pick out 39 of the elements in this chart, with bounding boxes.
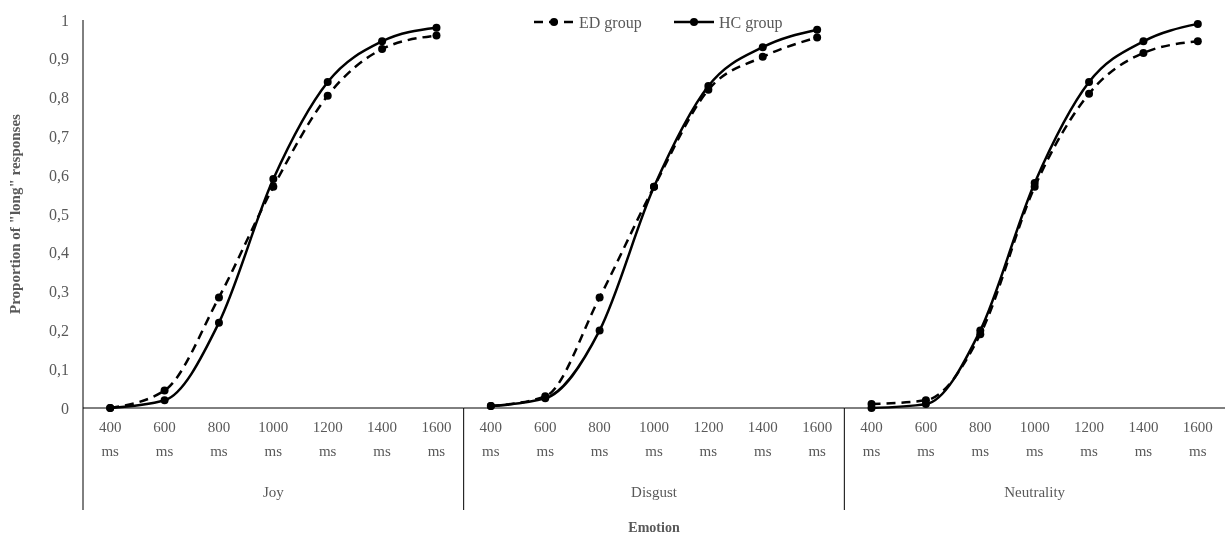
y-tick-label: 0,7	[49, 128, 69, 145]
x-tick-label: 1200 ms	[1074, 419, 1105, 459]
x-tick-label: 600 ms	[914, 419, 938, 459]
x-tick-label: 1000 ms	[1019, 419, 1050, 459]
x-tick-label: 400 ms	[98, 419, 122, 459]
x-tick-label: 800 ms	[969, 419, 992, 459]
x-tick-label: 1400 ms	[747, 419, 778, 459]
x-tick-label: 1600 ms	[421, 419, 452, 459]
x-tick-label: 400 ms	[479, 419, 503, 459]
x-tick-label: 1600 ms	[1182, 419, 1213, 459]
legend-label: HC group	[719, 13, 783, 32]
x-tick-label: 400 ms	[860, 419, 883, 459]
y-tick-label: 0,1	[49, 360, 69, 378]
y-tick-label: 0,8	[49, 89, 69, 107]
y-tick-label: 0,3	[49, 283, 69, 301]
x-tick-label: 600 ms	[153, 419, 176, 459]
x-tick-label: 800 ms	[207, 419, 231, 459]
x-axis-title: Joy	[262, 484, 285, 500]
x-tick-label: 600 ms	[533, 419, 557, 459]
x-tick-label: 1200 ms	[312, 419, 343, 459]
y-tick-label: 0,2	[49, 322, 69, 339]
x-axis-title: Neutrality	[1004, 484, 1066, 500]
x-tick-label: 1400 ms	[367, 419, 398, 459]
y-tick-label: 0,9	[49, 50, 69, 68]
x-tick-label: 1000 ms	[258, 419, 289, 459]
legend-label: ED group	[579, 13, 642, 32]
y-axis-title: Proportion of "long" responses	[7, 113, 23, 314]
x-tick-label: 1000 ms	[639, 419, 669, 459]
x-axis-title: Disgust	[631, 484, 678, 500]
y-tick-label: 0,4	[49, 244, 69, 262]
y-tick-label: 0	[61, 399, 69, 417]
x-tick-label: 1400 ms	[1128, 419, 1159, 459]
x-tick-label: 1600 ms	[802, 419, 833, 459]
y-tick-label: 0,5	[49, 205, 69, 223]
x-tick-label: 800 ms	[588, 419, 611, 459]
y-tick-label: 0,6	[49, 166, 69, 184]
text: Emotion	[628, 520, 680, 535]
y-tick-label: 1	[61, 11, 69, 29]
x-tick-label: 1200 ms	[693, 419, 724, 459]
